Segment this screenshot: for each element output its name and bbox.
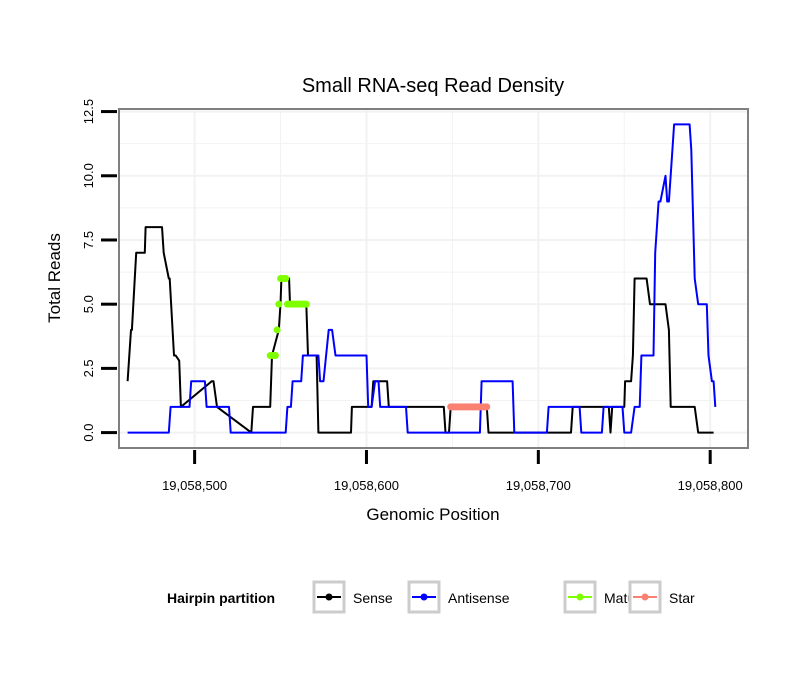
y-axis-title: Total Reads: [45, 233, 64, 323]
legend-label: Sense: [353, 590, 393, 606]
plot-panel: [118, 108, 749, 449]
x-tick-label: 19,058,600: [334, 478, 399, 493]
y-tick-label: 7.5: [81, 231, 96, 249]
legend-key-point: [641, 593, 649, 601]
legend: Hairpin partition Sense Antisense Mature St…: [167, 580, 695, 614]
legend-item-antisense: Antisense: [407, 580, 510, 614]
x-tick-label: 19,058,700: [506, 478, 571, 493]
y-axis: 0.0 2.5 5.0 7.5 10.0 12.5: [81, 99, 117, 442]
point-mature: [273, 326, 281, 334]
y-tick-label: 2.5: [81, 359, 96, 377]
y-tick-label: 5.0: [81, 295, 96, 313]
legend-key-point: [420, 593, 428, 601]
series-sense: [126, 226, 714, 434]
x-tick-label: 19,058,800: [678, 478, 743, 493]
point-mature: [302, 300, 310, 308]
point-mature: [282, 275, 290, 282]
point-mature: [275, 300, 283, 308]
legend-key-point: [576, 593, 584, 601]
chart-title: Small RNA-seq Read Density: [302, 75, 564, 97]
y-tick-label: 10.0: [81, 163, 96, 188]
legend-item-sense: Sense: [312, 580, 393, 614]
legend-label: Antisense: [448, 590, 510, 606]
legend-label: Star: [669, 590, 695, 606]
x-tick-label: 19,058,500: [162, 478, 227, 493]
y-tick-label: 0.0: [81, 424, 96, 442]
point-mature: [271, 352, 279, 360]
series-layer: [126, 123, 717, 434]
x-axis: 19,058,500 19,058,600 19,058,700 19,058,800: [162, 450, 743, 493]
legend-title: Hairpin partition: [167, 590, 275, 606]
series-mature: [266, 275, 310, 360]
series-star: [447, 403, 491, 411]
legend-item-star: Star: [628, 580, 695, 614]
x-axis-title: Genomic Position: [366, 505, 499, 524]
y-tick-label: 12.5: [81, 99, 96, 124]
line-sense: [126, 226, 714, 434]
legend-key-point: [325, 593, 333, 601]
point-star: [483, 403, 491, 411]
